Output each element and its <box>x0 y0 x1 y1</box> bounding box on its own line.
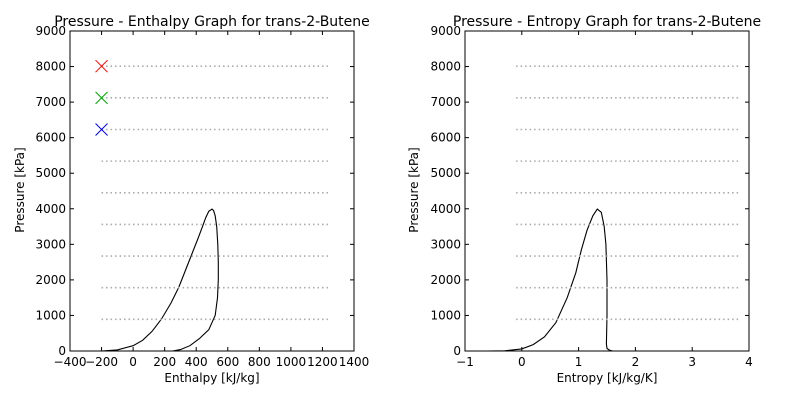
saturation-curve <box>101 208 219 352</box>
y-axis-label: Pressure [kPa] <box>13 147 27 232</box>
y-tick-label: 3000 <box>430 237 461 251</box>
pressure-enthalpy-chart: Pressure - Enthalpy Graph for trans-2-Bu… <box>13 14 370 385</box>
x-tick-label: −1 <box>456 355 474 369</box>
y-tick-label: 3000 <box>35 237 66 251</box>
plot-frame <box>69 30 355 352</box>
y-tick-label: 7000 <box>35 95 66 109</box>
y-tick-label: 8000 <box>430 60 461 74</box>
y-tick-label: 8000 <box>35 60 66 74</box>
pressure-entropy-chart: Pressure - Entropy Graph for trans-2-But… <box>407 14 761 385</box>
state-marker-2 <box>95 123 108 136</box>
y-tick-label: 0 <box>453 344 461 358</box>
x-tick-label: 1400 <box>339 355 370 369</box>
state-marker-0 <box>95 59 108 73</box>
y-tick-label: 4000 <box>35 202 66 216</box>
y-tick-label: 5000 <box>430 166 461 180</box>
y-axis-label: Pressure [kPa] <box>407 147 421 232</box>
x-tick-label: 1 <box>575 355 583 369</box>
x-tick-label: 2 <box>632 355 640 369</box>
x-tick-label: 800 <box>248 355 271 369</box>
y-tick-label: 5000 <box>35 166 66 180</box>
plot-area: −400−200 0 200 400 600 800 1000 1200 14000100020… <box>35 24 369 369</box>
y-tick-label: 9000 <box>35 24 66 38</box>
x-axis-label: Enthalpy [kJ/kg] <box>164 371 259 385</box>
y-tick-label: 2000 <box>430 273 461 287</box>
x-tick-label: 600 <box>216 355 239 369</box>
x-tick-label: 400 <box>185 355 208 369</box>
y-tick-label: 2000 <box>35 273 66 287</box>
plot-frame <box>464 30 750 352</box>
y-tick-label: 1000 <box>430 308 461 322</box>
saturation-curve <box>465 208 613 352</box>
y-tick-label: 6000 <box>430 131 461 145</box>
y-tick-label: 6000 <box>35 131 66 145</box>
chart-title: Pressure - Enthalpy Graph for trans-2-Bu… <box>54 14 370 30</box>
x-tick-label: 1200 <box>307 355 338 369</box>
y-tick-label: 0 <box>58 344 66 358</box>
x-tick-label: −400 <box>54 355 87 369</box>
x-tick-label: 4 <box>745 355 753 369</box>
x-tick-label: 200 <box>153 355 176 369</box>
x-tick-label: 3 <box>688 355 696 369</box>
plot-area: −1 0 1 2 3 4010002000300040005000600070008000… <box>430 24 752 369</box>
x-axis-label: Entropy [kJ/kg/K] <box>557 371 658 385</box>
y-tick-label: 4000 <box>430 202 461 216</box>
y-tick-label: 1000 <box>35 308 66 322</box>
chart-title: Pressure - Entropy Graph for trans-2-But… <box>453 14 761 30</box>
y-tick-label: 9000 <box>430 24 461 38</box>
state-marker-1 <box>95 91 108 105</box>
x-tick-label: 0 <box>518 355 526 369</box>
x-tick-label: −200 <box>85 355 118 369</box>
x-tick-label: 1000 <box>276 355 307 369</box>
x-tick-label: 0 <box>129 355 137 369</box>
y-tick-label: 7000 <box>430 95 461 109</box>
